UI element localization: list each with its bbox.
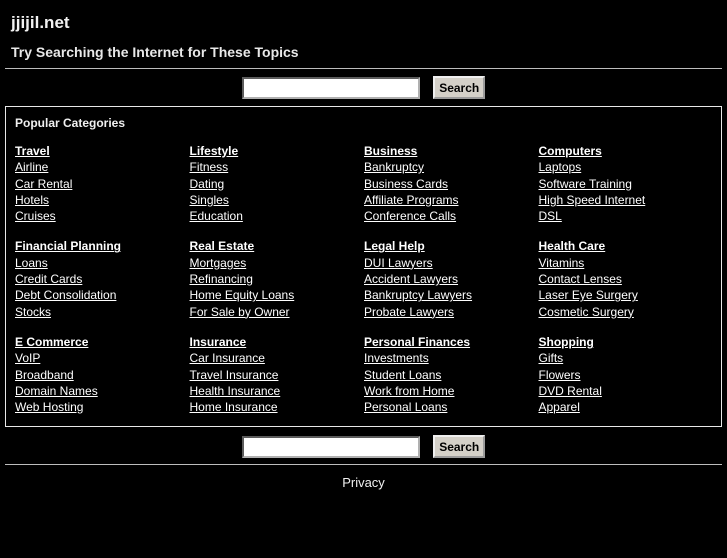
category-group-shopping: Shopping Gifts Flowers DVD Rental Appare… — [539, 334, 714, 415]
category-group-e-commerce: E Commerce VoIP Broadband Domain Names W… — [15, 334, 190, 415]
category-link[interactable]: Broadband — [15, 367, 74, 382]
category-link[interactable]: Bankruptcy Lawyers — [364, 288, 473, 303]
search-bar-bottom: Search — [5, 435, 722, 459]
categories-grid: Travel Airline Car Rental Hotels Cruises… — [15, 143, 713, 415]
category-link[interactable]: Refinancing — [189, 272, 253, 287]
category-link[interactable]: Accident Lawyers — [364, 272, 459, 287]
search-input-top[interactable] — [241, 76, 420, 99]
category-group-insurance: Insurance Car Insurance Travel Insurance… — [190, 334, 365, 415]
category-group-financial-planning: Financial Planning Loans Credit Cards De… — [15, 238, 190, 319]
page-subtitle: Try Searching the Internet for These Top… — [11, 44, 299, 60]
category-link[interactable]: Flowers — [538, 367, 581, 382]
category-link[interactable]: Web Hosting — [15, 400, 84, 415]
category-heading-link[interactable]: Business — [364, 144, 418, 158]
search-button-bottom[interactable]: Search — [433, 435, 486, 459]
privacy-link[interactable]: Privacy — [342, 475, 385, 491]
category-heading-link[interactable]: Legal Help — [364, 239, 425, 254]
category-link[interactable]: Conference Calls — [364, 209, 457, 224]
page-content: jjijil.net Try Searching the Internet fo… — [5, 13, 722, 492]
category-link[interactable]: Affiliate Programs — [364, 192, 459, 207]
category-link[interactable]: Singles — [189, 192, 229, 207]
category-heading-link[interactable]: Computers — [538, 144, 602, 158]
category-heading-link[interactable]: Lifestyle — [189, 144, 239, 158]
popular-categories-box: Popular Categories Travel Airline Car Re… — [5, 106, 722, 428]
category-group-personal-finances: Personal Finances Investments Student Lo… — [364, 334, 539, 415]
category-heading-link[interactable]: Financial Planning — [15, 239, 122, 254]
category-link[interactable]: Hotels — [15, 192, 50, 207]
category-group-computers: Computers Laptops Software Training High… — [539, 143, 714, 224]
category-link[interactable]: Dating — [189, 176, 225, 191]
category-link[interactable]: Probate Lawyers — [364, 304, 455, 319]
category-group-health-care: Health Care Vitamins Contact Lenses Lase… — [539, 238, 714, 319]
category-link[interactable]: Stocks — [15, 304, 52, 319]
category-link[interactable]: Home Insurance — [189, 400, 278, 415]
search-bar-top: Search — [5, 76, 722, 100]
category-link[interactable]: Airline — [15, 160, 49, 175]
bottom-divider — [5, 464, 722, 466]
category-link[interactable]: Cruises — [15, 209, 56, 224]
category-heading-link[interactable]: Travel — [15, 144, 50, 158]
category-link[interactable]: Laser Eye Surgery — [538, 288, 638, 303]
category-link[interactable]: Personal Loans — [364, 400, 448, 415]
category-link[interactable]: DUI Lawyers — [364, 255, 433, 270]
category-link[interactable]: Travel Insurance — [189, 367, 279, 382]
category-link[interactable]: High Speed Internet — [538, 192, 646, 207]
category-link[interactable]: Car Rental — [15, 176, 73, 191]
category-link[interactable]: Mortgages — [189, 255, 247, 270]
category-link[interactable]: Loans — [15, 255, 48, 270]
category-link[interactable]: Investments — [364, 351, 429, 366]
search-input-bottom[interactable] — [241, 435, 420, 458]
category-link[interactable]: Gifts — [538, 351, 564, 366]
popular-categories-title: Popular Categories — [15, 116, 126, 130]
category-link[interactable]: Credit Cards — [15, 272, 83, 287]
category-link[interactable]: Health Insurance — [189, 383, 281, 398]
category-link[interactable]: Car Insurance — [189, 351, 265, 366]
category-link[interactable]: Business Cards — [364, 176, 449, 191]
top-divider — [5, 68, 722, 69]
category-link[interactable]: Cosmetic Surgery — [538, 304, 634, 319]
category-group-lifestyle: Lifestyle Fitness Dating Singles Educati… — [190, 143, 365, 224]
category-link[interactable]: Fitness — [189, 160, 229, 175]
category-heading-link[interactable]: E Commerce — [15, 334, 89, 349]
category-link[interactable]: Work from Home — [364, 383, 455, 398]
category-link[interactable]: DSL — [538, 209, 562, 224]
category-link[interactable]: Vitamins — [538, 255, 585, 270]
category-link[interactable]: VoIP — [15, 351, 41, 366]
category-link[interactable]: Contact Lenses — [538, 272, 622, 287]
page-title: jjijil.net — [11, 13, 70, 32]
category-link[interactable]: For Sale by Owner — [189, 304, 290, 319]
category-heading-link[interactable]: Health Care — [538, 239, 606, 254]
category-link[interactable]: Student Loans — [364, 367, 442, 382]
category-link[interactable]: DVD Rental — [538, 383, 602, 398]
category-link[interactable]: Home Equity Loans — [189, 288, 295, 303]
category-heading-link[interactable]: Shopping — [538, 334, 594, 349]
footer: Privacy — [5, 474, 722, 492]
category-link[interactable]: Domain Names — [15, 383, 98, 398]
category-group-business: Business Bankruptcy Business Cards Affil… — [364, 143, 539, 224]
category-link[interactable]: Apparel — [538, 400, 580, 415]
category-link[interactable]: Bankruptcy — [364, 160, 425, 175]
category-link[interactable]: Software Training — [538, 176, 632, 191]
category-link[interactable]: Laptops — [538, 160, 582, 175]
category-group-travel: Travel Airline Car Rental Hotels Cruises — [15, 143, 190, 224]
category-heading-link[interactable]: Real Estate — [189, 239, 255, 254]
search-button-top[interactable]: Search — [433, 76, 486, 99]
category-group-legal-help: Legal Help DUI Lawyers Accident Lawyers … — [364, 238, 539, 319]
category-heading-link[interactable]: Personal Finances — [364, 334, 471, 349]
parked-domain-page: { "header": { "title": "jjijil.net", "su… — [0, 13, 727, 558]
category-heading-link[interactable]: Insurance — [189, 334, 247, 349]
category-link[interactable]: Education — [189, 209, 243, 224]
category-link[interactable]: Debt Consolidation — [15, 288, 117, 303]
category-group-real-estate: Real Estate Mortgages Refinancing Home E… — [190, 238, 365, 319]
